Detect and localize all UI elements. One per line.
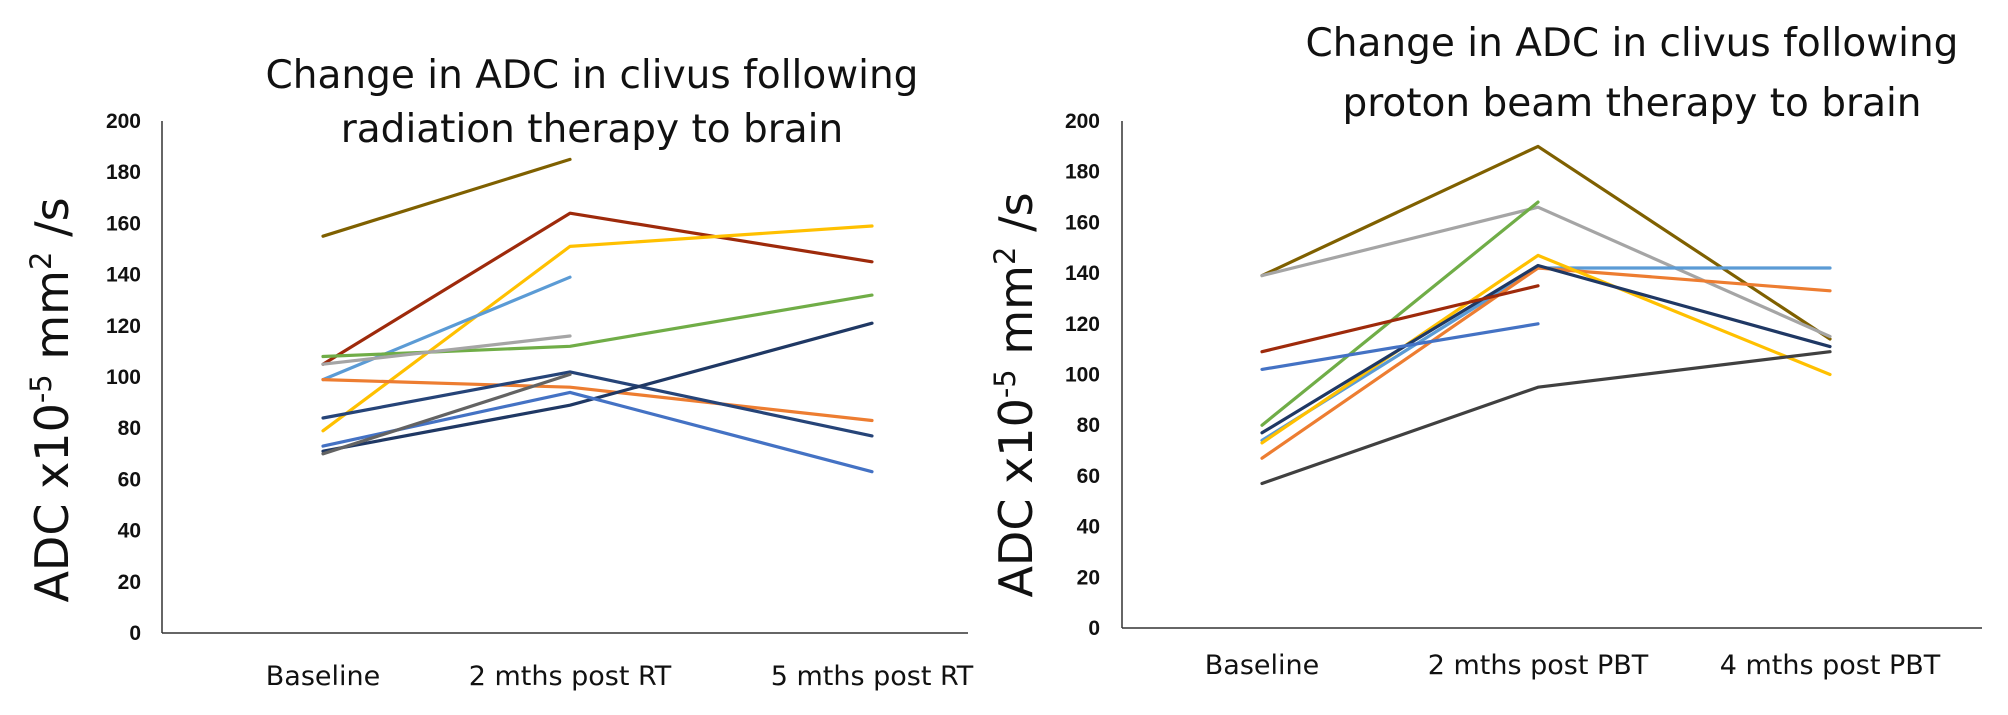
series-line-s8 — [321, 370, 874, 438]
series-line-s3 — [321, 224, 874, 433]
chart-title-line-2: radiation therapy to brain — [341, 107, 844, 152]
y-tick-label: 20 — [118, 571, 141, 594]
y-tick-label: 100 — [106, 366, 141, 389]
y-tick-label: 40 — [1077, 516, 1100, 539]
series-line-s3 — [1260, 200, 1540, 427]
y-tick-label: 80 — [1077, 414, 1100, 437]
y-tick-label: 20 — [1077, 566, 1100, 589]
series-line-s1 — [321, 157, 572, 238]
series-lines — [321, 157, 874, 474]
x-category-label: 2 mths post RT — [469, 661, 672, 692]
series-line-s7 — [1260, 263, 1832, 435]
y-tick-label: 80 — [118, 417, 141, 440]
series-line-s7 — [321, 378, 874, 423]
y-tick-label: 140 — [1065, 262, 1100, 285]
y-tick-label: 160 — [106, 212, 141, 235]
x-category-label: Baseline — [1205, 650, 1319, 681]
y-tick-label: 0 — [1088, 617, 1100, 640]
y-tick-label: 140 — [106, 264, 141, 287]
series-line-s2 — [321, 211, 874, 366]
x-categories: Baseline 2 mths post PBT 4 mths post PBT — [1205, 650, 1941, 681]
y-tick-label: 120 — [1065, 313, 1100, 336]
y-tick-label: 60 — [1077, 465, 1100, 488]
y-axis-label: ADC x10-5 mm2 /s — [988, 192, 1043, 597]
series-line-s1 — [1260, 144, 1832, 341]
y-tick-label: 180 — [106, 161, 141, 184]
y-tick-label: 60 — [118, 468, 141, 491]
x-category-label: 4 mths post PBT — [1720, 650, 1941, 681]
chart-title-line-1: Change in ADC in clivus following — [1306, 21, 1959, 66]
series-lines — [1260, 144, 1832, 486]
y-tick-label: 100 — [1065, 364, 1100, 387]
y-ticks: 0 20 40 60 80 100 120 140 160 180 200 — [1065, 110, 1100, 640]
series-line-s6 — [1260, 253, 1832, 445]
series-line-s5 — [1260, 266, 1832, 460]
series-line-s6 — [321, 334, 572, 366]
series-line-s11 — [321, 372, 572, 456]
chart-left: Change in ADC in clivus following radiat… — [24, 53, 974, 692]
series-line-s8 — [1260, 284, 1540, 354]
y-tick-label: 180 — [1065, 161, 1100, 184]
y-tick-label: 120 — [106, 315, 141, 338]
chart-title-line-2: proton beam therapy to brain — [1342, 81, 1921, 126]
chart-title-line-1: Change in ADC in clivus following — [266, 53, 919, 98]
series-line-s4 — [321, 275, 572, 382]
y-ticks: 0 20 40 60 80 100 120 140 160 180 200 — [106, 110, 141, 645]
series-line-s10 — [1260, 350, 1832, 486]
x-category-label: 2 mths post PBT — [1428, 650, 1649, 681]
x-category-label: Baseline — [266, 661, 380, 692]
chart-right: Change in ADC in clivus following proton… — [988, 21, 1982, 681]
series-line-s10 — [321, 390, 874, 474]
series-line-s9 — [321, 321, 874, 453]
x-category-label: 5 mths post RT — [771, 661, 974, 692]
y-tick-label: 40 — [118, 520, 141, 543]
series-line-s5 — [321, 293, 874, 359]
y-tick-label: 0 — [129, 622, 141, 645]
y-tick-label: 200 — [1065, 110, 1100, 133]
y-axis-label: ADC x10-5 mm2 /s — [24, 197, 79, 602]
x-categories: Baseline 2 mths post RT 5 mths post RT — [266, 661, 974, 692]
y-tick-label: 200 — [106, 110, 141, 133]
series-line-s2 — [1260, 205, 1832, 339]
y-tick-label: 160 — [1065, 211, 1100, 234]
series-line-s9 — [1260, 322, 1540, 371]
